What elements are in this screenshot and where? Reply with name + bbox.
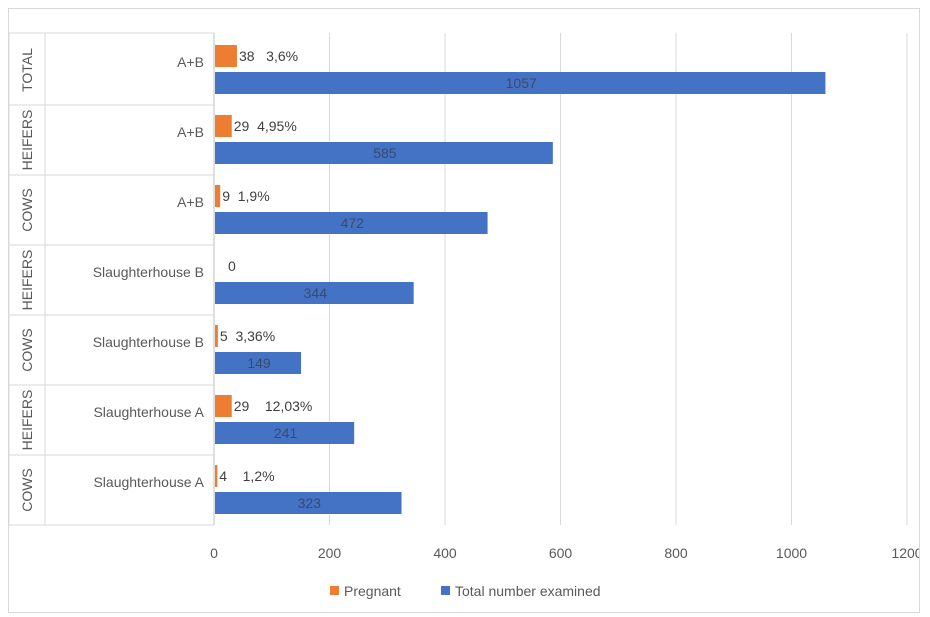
data-label-pregnant: 38 3,6%: [239, 48, 298, 64]
group-label: HEIFERS: [19, 250, 35, 311]
legend-swatch-total: [441, 586, 450, 595]
data-label-total: 1057: [506, 75, 537, 91]
data-label-pregnant: 4 1,2%: [219, 468, 274, 484]
group-label: COWS: [19, 188, 35, 232]
data-label-total: 472: [341, 215, 365, 231]
data-label-total: 585: [373, 145, 397, 161]
category-label: A+B: [177, 194, 204, 210]
category-label: Slaughterhouse A: [93, 404, 204, 420]
data-label-total: 323: [298, 495, 322, 511]
category-label: A+B: [177, 54, 204, 70]
category-label: Slaughterhouse B: [93, 334, 204, 350]
bar-pregnant: [215, 465, 218, 487]
x-axis: 0 200 400 600 800 1000 1200: [210, 545, 923, 561]
chart-frame: TOTAL A+B HEIFERS A+B COWS A+B HEIFERS Slaughte…: [8, 8, 923, 613]
x-tick-label: 800: [664, 545, 688, 561]
data-label-total: 241: [274, 425, 298, 441]
legend-swatch-pregnant: [330, 586, 339, 595]
group-label: COWS: [19, 328, 35, 372]
bar-pregnant: [215, 325, 218, 347]
category-label: A+B: [177, 124, 204, 140]
bar-pregnant: [215, 115, 232, 137]
legend-label-total: Total number examined: [455, 583, 601, 599]
category-label: Slaughterhouse B: [93, 264, 204, 280]
bar-total: [215, 142, 553, 164]
data-label-total: 149: [247, 355, 271, 371]
data-labels: 38 3,6% 1057 29 4,95% 585 9 1,9% 472 0 344 5 3,3…: [219, 48, 537, 511]
group-label: TOTAL: [19, 48, 35, 92]
x-tick-label: 400: [433, 545, 457, 561]
bar-total: [215, 352, 302, 374]
data-label-pregnant: 29 4,95%: [234, 118, 297, 134]
group-label: HEIFERS: [19, 390, 35, 451]
bars: [215, 45, 826, 514]
legend-label-pregnant: Pregnant: [344, 583, 401, 599]
category-table: TOTAL A+B HEIFERS A+B COWS A+B HEIFERS Slaughte…: [8, 32, 215, 526]
x-tick-label: 1000: [776, 545, 807, 561]
data-label-pregnant: 0: [228, 258, 236, 274]
bar-pregnant: [215, 395, 232, 417]
bar-total: [215, 212, 488, 234]
x-tick-label: 0: [210, 545, 218, 561]
bar-total: [215, 492, 402, 514]
legend[interactable]: Pregnant Total number examined: [330, 583, 601, 599]
bar-total: [215, 422, 355, 444]
group-label: COWS: [19, 468, 35, 512]
bar-pregnant: [215, 45, 237, 67]
data-label-pregnant: 29 12,03%: [234, 398, 313, 414]
data-label-total: 344: [304, 285, 328, 301]
x-tick-label: 200: [318, 545, 342, 561]
gridlines: [329, 33, 908, 525]
bar-total: [215, 72, 826, 94]
bar-total: [215, 282, 414, 304]
data-label-pregnant: 9 1,9%: [222, 188, 269, 204]
group-label: HEIFERS: [19, 110, 35, 171]
bar-pregnant: [215, 185, 221, 207]
x-tick-label: 600: [549, 545, 573, 561]
x-tick-label: 1200: [891, 545, 919, 561]
category-label: Slaughterhouse A: [93, 474, 204, 490]
bar-chart: TOTAL A+B HEIFERS A+B COWS A+B HEIFERS Slaughte…: [8, 32, 923, 599]
data-label-pregnant: 5 3,36%: [220, 328, 275, 344]
